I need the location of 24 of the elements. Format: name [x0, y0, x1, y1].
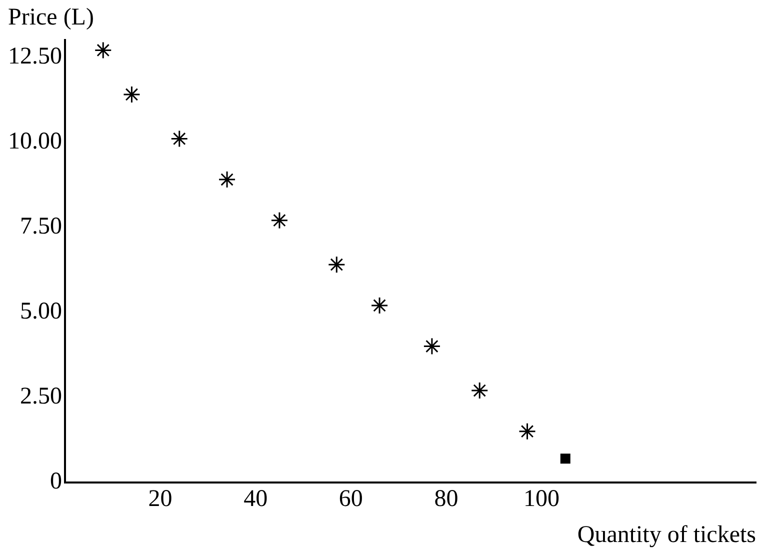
x-tick-label: 80 — [434, 486, 458, 512]
y-tick-label: 12.50 — [8, 43, 62, 70]
point — [270, 212, 288, 230]
x-tick-label: 60 — [338, 486, 363, 512]
point — [370, 296, 388, 314]
x-tick-label: 100 — [524, 486, 560, 512]
y-tick-label: 2.50 — [20, 384, 62, 410]
x-tick-label: 40 — [244, 486, 268, 512]
x-tick-label: 20 — [148, 486, 172, 512]
point — [560, 454, 570, 464]
point — [518, 422, 536, 440]
point — [328, 256, 346, 274]
y-tick-label: 7.50 — [20, 213, 62, 240]
point — [423, 338, 441, 356]
y-axis-title: Price (L) — [8, 4, 94, 30]
point — [218, 170, 236, 188]
point — [470, 382, 488, 400]
y-tick-label: 0 — [50, 468, 62, 495]
y-tick-label: 10.00 — [8, 128, 62, 154]
y-tick-label: 5.00 — [20, 298, 62, 325]
point — [170, 130, 188, 148]
x-axis-title: Quantity of tickets — [577, 522, 756, 548]
point — [94, 41, 112, 59]
point — [122, 86, 140, 104]
